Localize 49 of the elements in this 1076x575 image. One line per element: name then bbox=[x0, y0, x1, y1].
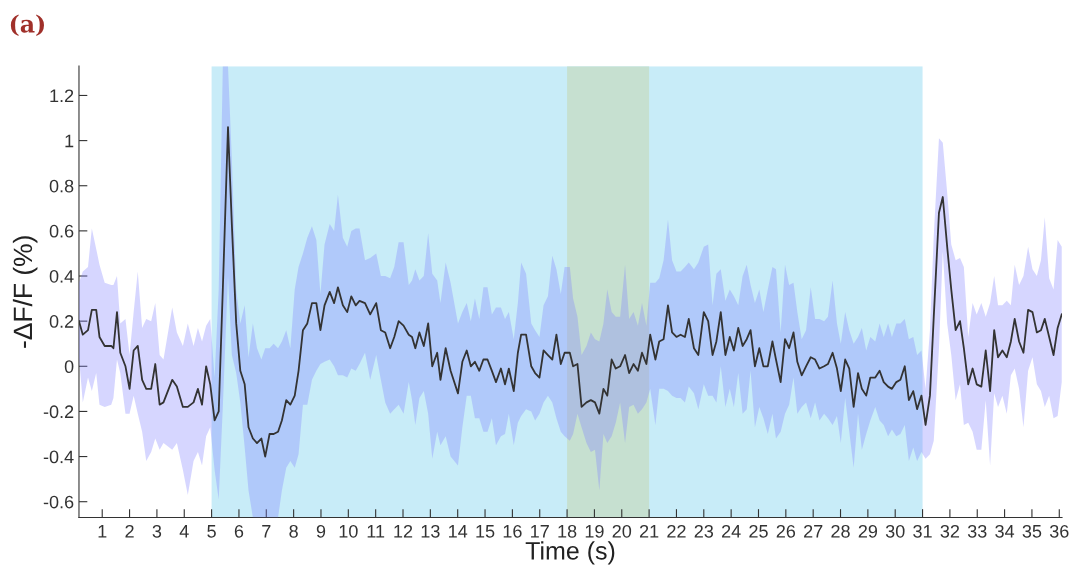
x-tick-label: 13 bbox=[421, 524, 440, 538]
y-tick-label: 0.6 bbox=[49, 224, 74, 238]
y-tick-label: 1.2 bbox=[50, 89, 74, 103]
x-tick-label: 35 bbox=[1022, 524, 1042, 538]
x-tick-label: 26 bbox=[776, 524, 796, 538]
x-tick-label: 15 bbox=[476, 525, 495, 538]
x-tick-label: 19 bbox=[585, 524, 604, 538]
x-tick-label: 29 bbox=[858, 524, 878, 538]
x-tick-label: 6 bbox=[234, 524, 244, 538]
y-tick-label: -0.6 bbox=[43, 495, 74, 509]
x-tick-label: 25 bbox=[749, 524, 768, 538]
x-tick-label: 23 bbox=[694, 524, 714, 538]
x-tick-label: 28 bbox=[831, 524, 850, 538]
y-tick-label: 0.2 bbox=[49, 315, 74, 328]
x-tick-label: 27 bbox=[804, 524, 823, 538]
y-axis-title: -ΔF/F (%) bbox=[12, 236, 38, 348]
x-tick-label: 36 bbox=[1049, 524, 1069, 538]
x-tick-label: 10 bbox=[339, 524, 358, 538]
y-tick-label: 0.8 bbox=[49, 179, 74, 193]
x-tick-label: 4 bbox=[179, 525, 189, 538]
x-tick-label: 7 bbox=[262, 525, 271, 538]
x-tick-label: 24 bbox=[722, 524, 741, 538]
x-tick-label: 11 bbox=[367, 525, 385, 538]
x-tick-label: 22 bbox=[667, 524, 686, 538]
y-tick-label: 1 bbox=[65, 134, 74, 148]
x-tick-label: 18 bbox=[558, 524, 577, 538]
x-tick-label: 34 bbox=[995, 524, 1015, 538]
x-tick-label: 20 bbox=[612, 524, 632, 538]
x-tick-label: 14 bbox=[449, 525, 468, 538]
y-tick-label: -0.4 bbox=[43, 450, 74, 464]
x-tick-label: 16 bbox=[503, 524, 522, 538]
y-tick-label: 0.4 bbox=[49, 269, 74, 283]
x-tick-label: 12 bbox=[394, 524, 413, 538]
x-tick-label: 5 bbox=[207, 525, 216, 538]
x-tick-label: 31 bbox=[913, 524, 932, 538]
y-tick-label: 0 bbox=[64, 360, 74, 374]
x-tick-label: 3 bbox=[152, 524, 162, 538]
chart-title: (a) bbox=[10, 14, 44, 37]
x-tick-label: 33 bbox=[967, 524, 987, 538]
x-tick-label: 30 bbox=[885, 524, 905, 538]
x-tick-label: 2 bbox=[125, 524, 134, 538]
x-tick-label: 1 bbox=[98, 525, 107, 538]
y-tick-label: -0.2 bbox=[43, 405, 74, 419]
x-tick-label: 21 bbox=[639, 524, 659, 538]
x-tick-label: 8 bbox=[289, 524, 298, 538]
x-tick-label: 32 bbox=[940, 524, 960, 538]
x-tick-label: 17 bbox=[531, 525, 549, 538]
x-axis-title: Time (s) bbox=[525, 541, 615, 565]
x-tick-label: 9 bbox=[316, 524, 326, 538]
